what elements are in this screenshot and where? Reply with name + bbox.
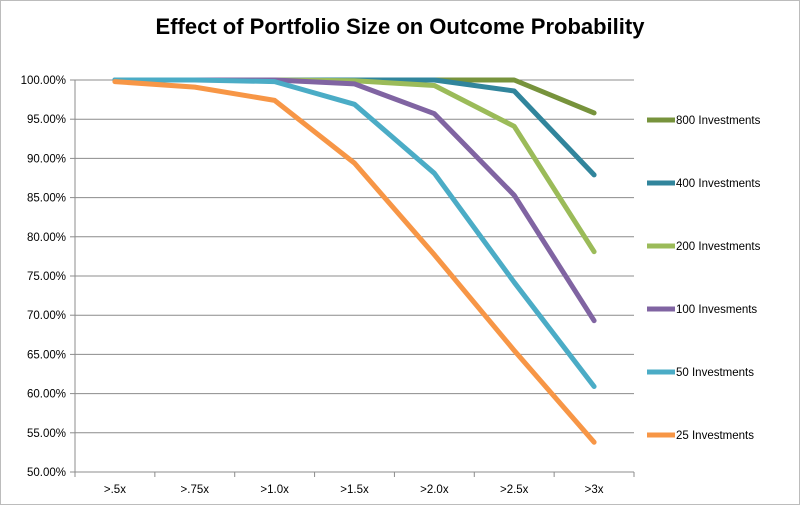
y-tick-label: 60.00% xyxy=(27,389,66,401)
x-tick-label: >.5x xyxy=(104,484,126,496)
legend: 800 Investments 400 Investments 200 Invest… xyxy=(647,115,761,442)
y-tick-label: 70.00% xyxy=(27,310,66,322)
legend-label: 200 Investments xyxy=(676,241,761,253)
legend-label: 100 Invesments xyxy=(676,304,757,316)
x-tick-label: >.75x xyxy=(181,484,210,496)
series-line xyxy=(112,79,597,445)
gridlines xyxy=(75,79,634,434)
x-tick-label: >2.5x xyxy=(500,484,529,496)
y-tick-label: 95.00% xyxy=(27,114,66,126)
x-tick-labels: >.5x >.75x >1.0x >1.5x >2.0x >2.5x >3x xyxy=(104,484,604,496)
legend-label: 400 Investments xyxy=(676,178,761,190)
series-lines xyxy=(112,77,597,445)
x-tick-label: >2.0x xyxy=(420,484,449,496)
y-tick-label: 50.00% xyxy=(27,467,66,479)
chart-title: Effect of Portfolio Size on Outcome Prob… xyxy=(155,14,645,39)
series-line xyxy=(112,77,597,389)
y-tick-label: 100.00% xyxy=(21,75,66,87)
x-tick-label: >3x xyxy=(585,484,604,496)
y-tick-label: 75.00% xyxy=(27,271,66,283)
x-tick-label: >1.5x xyxy=(340,484,369,496)
y-tick-label: 90.00% xyxy=(27,153,66,165)
legend-label: 800 Investments xyxy=(676,115,761,127)
axes xyxy=(70,79,635,477)
series-line xyxy=(112,77,597,324)
y-tick-label: 65.00% xyxy=(27,349,66,361)
y-tick-label: 80.00% xyxy=(27,232,66,244)
y-tick-label: 55.00% xyxy=(27,428,66,440)
y-tick-label: 85.00% xyxy=(27,193,66,205)
legend-label: 50 Investments xyxy=(676,367,754,379)
legend-label: 25 Investments xyxy=(676,430,754,442)
y-tick-labels: 50.00% 55.00% 60.00% 65.00% 70.00% 75.00% 80.0… xyxy=(21,75,66,479)
x-tick-label: >1.0x xyxy=(260,484,289,496)
